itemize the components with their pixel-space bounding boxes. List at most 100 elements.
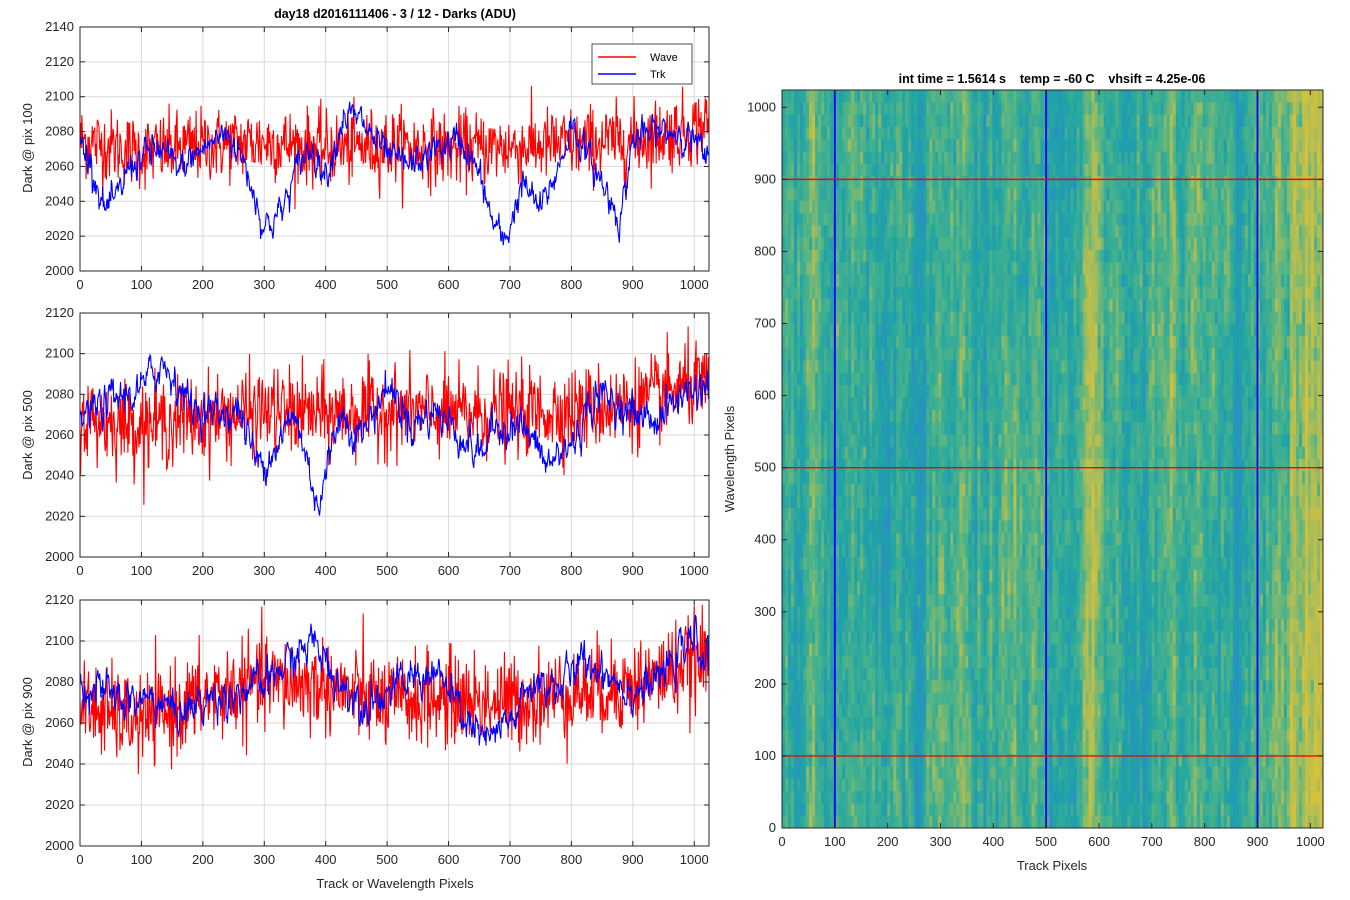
heatmap-cell bbox=[842, 286, 846, 300]
heatmap-cell bbox=[887, 754, 891, 767]
heatmap-cell bbox=[830, 176, 834, 189]
heatmap-cell bbox=[983, 582, 987, 595]
heatmap-cell bbox=[995, 336, 999, 349]
heatmap-cell bbox=[974, 422, 978, 435]
heatmap-cell bbox=[941, 262, 945, 275]
heatmap-cell bbox=[824, 766, 828, 780]
heatmap-cell bbox=[968, 766, 972, 780]
heatmap-cell bbox=[914, 249, 918, 263]
heatmap-cell bbox=[971, 237, 975, 251]
heatmap-cell bbox=[977, 262, 981, 275]
heatmap-cell bbox=[788, 459, 792, 472]
heatmap-cell bbox=[941, 557, 945, 571]
heatmap-cell bbox=[803, 483, 807, 497]
heatmap-cell bbox=[980, 643, 984, 657]
heatmap-cell bbox=[857, 372, 861, 386]
heatmap-cell bbox=[998, 213, 1002, 226]
heatmap-cell bbox=[947, 717, 951, 730]
heatmap-cell bbox=[938, 692, 942, 706]
heatmap-cell bbox=[791, 803, 795, 817]
heatmap-cell bbox=[1010, 557, 1014, 571]
heatmap-cell bbox=[908, 372, 912, 386]
heatmap-cell bbox=[857, 483, 861, 497]
heatmap-cell bbox=[956, 102, 960, 115]
heatmap-cell bbox=[971, 483, 975, 497]
heatmap-cell bbox=[950, 434, 954, 448]
heatmap-cell bbox=[797, 520, 801, 534]
heatmap-cell bbox=[842, 372, 846, 386]
heatmap-cell bbox=[884, 200, 888, 214]
heatmap-cell bbox=[875, 446, 879, 460]
heatmap-cell bbox=[1004, 520, 1008, 534]
heatmap-cell bbox=[980, 90, 984, 103]
heatmap-cell bbox=[812, 249, 816, 263]
heatmap-cell bbox=[842, 114, 846, 128]
heatmap-cell bbox=[881, 520, 885, 534]
heatmap-cell bbox=[818, 385, 822, 398]
heatmap-cell bbox=[938, 717, 942, 730]
heatmap-cell bbox=[938, 262, 942, 275]
heatmap-cell bbox=[794, 729, 798, 743]
heatmap-cell bbox=[905, 299, 909, 312]
heatmap-cell bbox=[911, 582, 915, 595]
heatmap-cell bbox=[932, 262, 936, 275]
heatmap-cell bbox=[1004, 311, 1008, 325]
heatmap-cell bbox=[953, 200, 957, 214]
heatmap-cell bbox=[797, 151, 801, 165]
heatmap-cell bbox=[857, 545, 861, 558]
heatmap-cell bbox=[800, 778, 804, 792]
heatmap-cell bbox=[815, 188, 819, 202]
heatmap-cell bbox=[842, 532, 846, 546]
heatmap-cell bbox=[920, 582, 924, 595]
heatmap-cell bbox=[974, 176, 978, 189]
heatmap-cell bbox=[911, 372, 915, 386]
heatmap-cell bbox=[854, 139, 858, 152]
heatmap-cell bbox=[875, 237, 879, 251]
heatmap-cell bbox=[1019, 90, 1023, 103]
heatmap-cell bbox=[842, 741, 846, 755]
heatmap-cell bbox=[818, 249, 822, 263]
heatmap-cell bbox=[971, 446, 975, 460]
heatmap-cell bbox=[983, 188, 987, 202]
heatmap-cell bbox=[953, 385, 957, 398]
heatmap-cell bbox=[965, 545, 969, 558]
heatmap-cell bbox=[905, 582, 909, 595]
heatmap-cell bbox=[911, 766, 915, 780]
heatmap-cell bbox=[848, 606, 852, 620]
heatmap-cell bbox=[953, 815, 957, 829]
heatmap-cell bbox=[983, 705, 987, 718]
heatmap-cell bbox=[839, 102, 843, 115]
heatmap-cell bbox=[911, 778, 915, 792]
heatmap-cell bbox=[923, 213, 927, 226]
heatmap-cell bbox=[983, 323, 987, 337]
heatmap-cell bbox=[911, 299, 915, 312]
heatmap-cell bbox=[947, 139, 951, 152]
heatmap-cell bbox=[992, 483, 996, 497]
heatmap-cell bbox=[848, 459, 852, 472]
heatmap-cell bbox=[860, 409, 864, 423]
heatmap-cell bbox=[977, 520, 981, 534]
heatmap-cell bbox=[941, 618, 945, 632]
heatmap-cell bbox=[821, 606, 825, 620]
heatmap-cell bbox=[1016, 557, 1020, 571]
heatmap-cell bbox=[827, 520, 831, 534]
heatmap-cell bbox=[944, 766, 948, 780]
heatmap-cell bbox=[953, 459, 957, 472]
heatmap-cell bbox=[896, 151, 900, 165]
heatmap-cell bbox=[983, 126, 987, 140]
heatmap-cell bbox=[839, 705, 843, 718]
heatmap-cell bbox=[986, 176, 990, 189]
heatmap-cell bbox=[992, 520, 996, 534]
heatmap-cell bbox=[938, 286, 942, 300]
heatmap-cell bbox=[869, 569, 873, 583]
heatmap-cell bbox=[974, 385, 978, 398]
heatmap-cell bbox=[905, 680, 909, 694]
heatmap-cell bbox=[797, 606, 801, 620]
heatmap-cell bbox=[962, 680, 966, 694]
heatmap-cell bbox=[809, 286, 813, 300]
heatmap-cell bbox=[965, 348, 969, 361]
heatmap-cell bbox=[947, 422, 951, 435]
heatmap-cell bbox=[926, 729, 930, 743]
heatmap-cell bbox=[905, 655, 909, 669]
heatmap-cell bbox=[821, 422, 825, 435]
